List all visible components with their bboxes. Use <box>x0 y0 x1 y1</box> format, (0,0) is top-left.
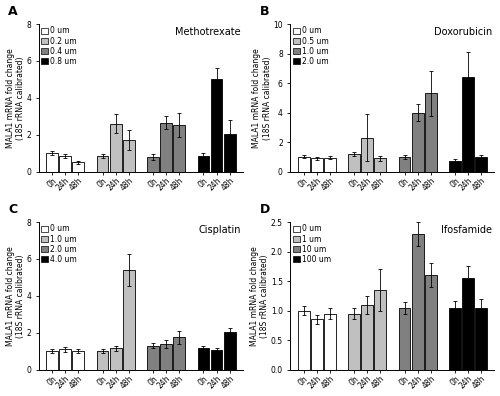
Bar <box>198 156 209 171</box>
Bar <box>476 157 487 171</box>
Bar <box>324 158 336 171</box>
Bar <box>224 134 235 171</box>
Bar <box>476 308 487 369</box>
Text: Doxorubicin: Doxorubicin <box>434 27 492 37</box>
Legend: 0 um, 1 um, 10 um, 100 um: 0 um, 1 um, 10 um, 100 um <box>292 224 332 265</box>
Text: A: A <box>8 5 18 18</box>
Bar <box>198 348 209 369</box>
Bar <box>311 158 322 171</box>
Bar <box>110 124 122 171</box>
Text: B: B <box>260 5 270 18</box>
Bar <box>462 278 474 369</box>
Bar <box>160 123 172 171</box>
Bar <box>362 138 373 171</box>
Bar <box>147 157 159 171</box>
Text: D: D <box>260 203 270 216</box>
Bar <box>348 314 360 369</box>
Bar <box>462 77 474 171</box>
Bar <box>425 93 436 171</box>
Bar <box>160 344 172 369</box>
Bar <box>412 112 424 171</box>
Text: Ifosfamide: Ifosfamide <box>442 225 492 235</box>
Bar <box>374 290 386 369</box>
Bar <box>298 310 310 369</box>
Bar <box>224 332 235 369</box>
Bar <box>72 162 84 171</box>
Bar <box>96 156 108 171</box>
Bar <box>72 351 84 369</box>
Bar <box>46 153 58 171</box>
Y-axis label: MALA1 mRNA fold change
(18S rRNA calibrated): MALA1 mRNA fold change (18S rRNA calibra… <box>250 246 269 346</box>
Bar <box>324 314 336 369</box>
Bar <box>412 234 424 369</box>
Bar <box>210 78 222 171</box>
Bar <box>147 346 159 369</box>
Y-axis label: MALA1 mRNA fold change
(18S rRNA calibrated): MALA1 mRNA fold change (18S rRNA calibra… <box>252 48 272 148</box>
Legend: 0 um, 1.0 um, 2.0 um, 4.0 um: 0 um, 1.0 um, 2.0 um, 4.0 um <box>40 224 78 265</box>
Bar <box>174 337 185 369</box>
Bar <box>449 308 461 369</box>
Bar <box>298 157 310 171</box>
Bar <box>449 161 461 171</box>
Legend: 0 um, 0.2 um, 0.4 um, 0.8 um: 0 um, 0.2 um, 0.4 um, 0.8 um <box>40 26 78 67</box>
Bar <box>210 350 222 369</box>
Bar <box>398 157 410 171</box>
Bar <box>174 125 185 171</box>
Bar <box>96 351 108 369</box>
Bar <box>398 308 410 369</box>
Y-axis label: MALA1 mRNA fold change
(18S rRNA calibrated): MALA1 mRNA fold change (18S rRNA calibra… <box>6 48 25 148</box>
Bar <box>123 140 134 171</box>
Text: C: C <box>8 203 18 216</box>
Bar <box>425 275 436 369</box>
Text: Cisplatin: Cisplatin <box>198 225 241 235</box>
Bar <box>46 351 58 369</box>
Bar <box>60 156 71 171</box>
Bar <box>311 320 322 369</box>
Text: Methotrexate: Methotrexate <box>175 27 241 37</box>
Bar <box>123 270 134 369</box>
Bar <box>348 154 360 171</box>
Bar <box>110 348 122 369</box>
Bar <box>362 305 373 369</box>
Y-axis label: MALA1 mRNA fold change
(18S rRNA calibrated): MALA1 mRNA fold change (18S rRNA calibra… <box>6 246 25 346</box>
Bar <box>60 349 71 369</box>
Legend: 0 um, 0.5 um, 1.0 um, 2.0 um: 0 um, 0.5 um, 1.0 um, 2.0 um <box>292 26 330 67</box>
Bar <box>374 158 386 171</box>
